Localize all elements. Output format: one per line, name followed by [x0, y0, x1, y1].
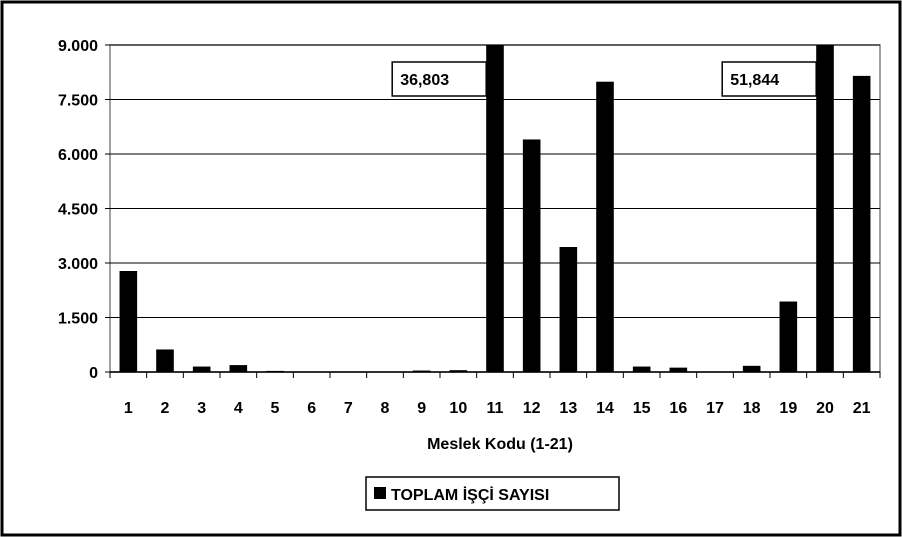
x-tick-label: 12 — [523, 400, 541, 417]
value-callout-box — [391, 61, 487, 97]
y-tick-label: 9.000 — [58, 38, 98, 55]
bar — [486, 45, 504, 372]
bar — [192, 366, 211, 372]
x-tick-label: 21 — [853, 400, 871, 417]
x-tick-label: 13 — [559, 400, 577, 417]
x-tick-label: 7 — [344, 400, 353, 417]
bar — [816, 45, 834, 372]
x-tick-label: 2 — [161, 400, 170, 417]
x-tick-label: 3 — [197, 400, 206, 417]
legend: TOPLAM İŞÇİ SAYISI — [365, 476, 620, 511]
x-tick-label: 14 — [596, 400, 614, 417]
bar — [669, 367, 688, 372]
y-tick-label: 0 — [89, 365, 98, 382]
x-tick-label: 5 — [271, 400, 280, 417]
bar — [449, 370, 468, 372]
value-callout-box — [721, 61, 817, 97]
y-tick-label: 7.500 — [58, 93, 98, 110]
bar — [156, 349, 174, 372]
bar — [596, 81, 614, 373]
bar — [852, 75, 871, 372]
x-tick-label: 8 — [381, 400, 390, 417]
bar — [742, 365, 761, 372]
y-tick-label: 3.000 — [58, 256, 98, 273]
x-tick-label: 9 — [417, 400, 426, 417]
x-tick-label: 4 — [234, 400, 243, 417]
y-tick-label: 4.500 — [58, 202, 98, 219]
bar — [559, 247, 578, 372]
bar — [522, 139, 541, 372]
x-axis-ticks: 1 2 3 4 5 6 7 8 9 10 11 12 13 14 15 16 17 18 19 20 21 — [109, 372, 881, 417]
bar — [632, 366, 651, 372]
bar — [229, 365, 248, 372]
x-tick-label: 16 — [669, 400, 687, 417]
value-callout-label: 51,844 — [730, 72, 779, 89]
legend-box — [365, 476, 620, 511]
value-callouts: 36,803 51,844 — [391, 61, 817, 97]
x-tick-label: 1 — [124, 400, 133, 417]
bars — [119, 45, 871, 373]
y-tick-label: 1.500 — [58, 311, 98, 328]
bar — [119, 270, 138, 372]
x-tick-label: 6 — [307, 400, 316, 417]
x-tick-label: 19 — [779, 400, 797, 417]
bar — [779, 301, 798, 372]
y-tick-label: 6.000 — [58, 147, 98, 164]
legend-swatch — [374, 487, 386, 499]
value-callout-label: 36,803 — [400, 72, 449, 89]
x-tick-label: 10 — [449, 400, 467, 417]
x-tick-label: 17 — [706, 400, 724, 417]
x-tick-label: 11 — [487, 400, 504, 417]
x-axis-label: Meslek Kodu (1-21) — [427, 436, 573, 453]
x-tick-label: 15 — [633, 400, 651, 417]
y-axis-ticks: 0 1.500 3.000 4.500 6.000 7.500 9.000 — [58, 38, 110, 382]
legend-label: TOPLAM İŞÇİ SAYISI — [391, 486, 549, 504]
x-tick-label: 18 — [743, 400, 761, 417]
x-tick-label: 20 — [816, 400, 834, 417]
